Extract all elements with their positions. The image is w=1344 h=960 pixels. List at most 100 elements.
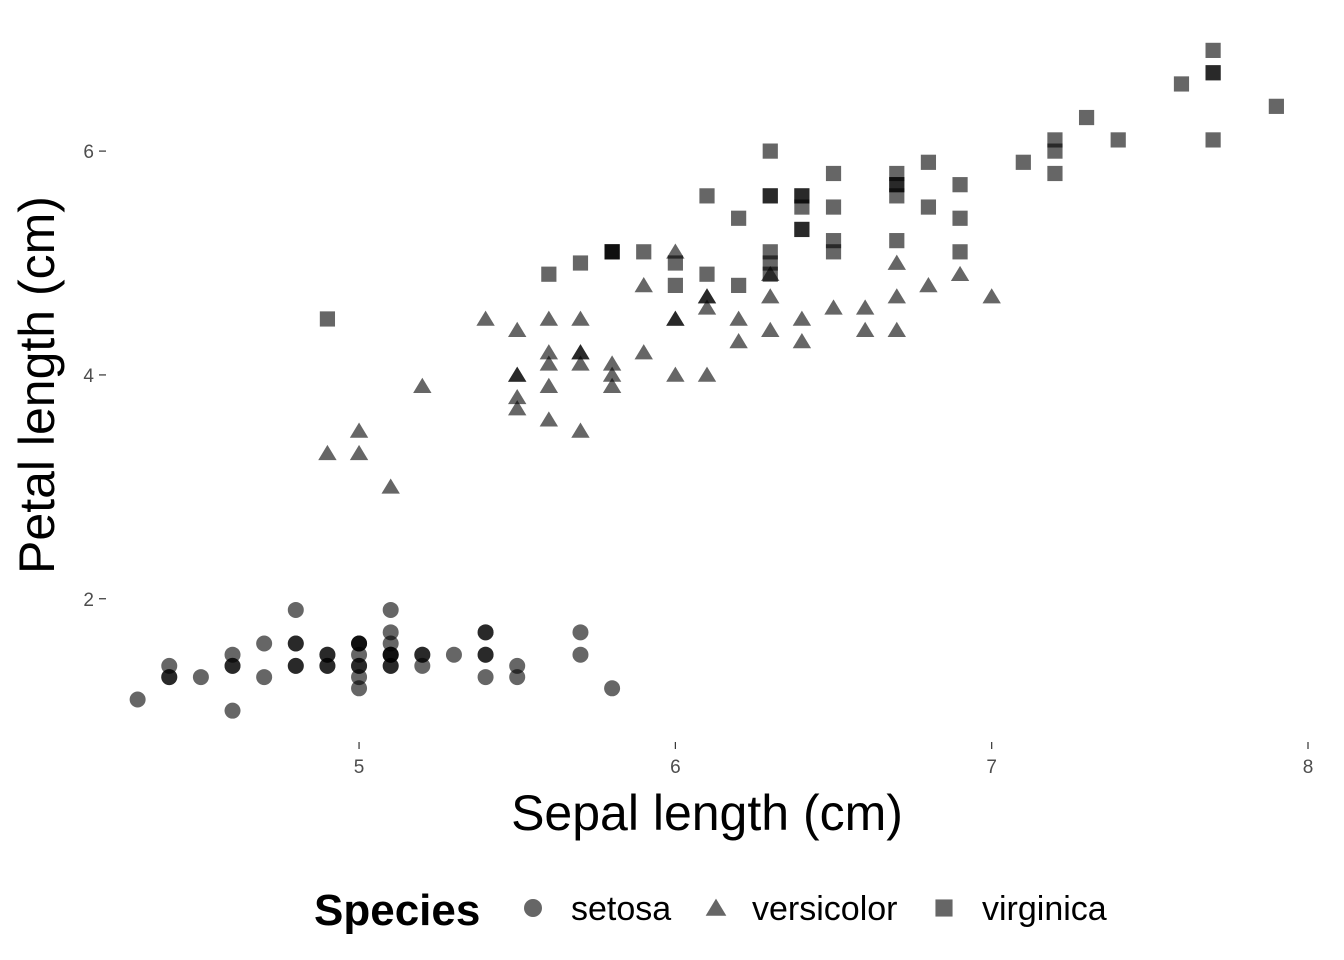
x-tick-label: 5: [354, 757, 365, 778]
point-setosa: [256, 635, 273, 652]
point-virginica: [699, 266, 715, 282]
point-virginica: [1205, 42, 1221, 58]
point-virginica: [604, 244, 620, 260]
legend-label: setosa: [571, 890, 671, 928]
point-virginica: [1205, 65, 1221, 81]
x-tick-label: 8: [1303, 757, 1314, 778]
x-axis: 5 6 7 8: [354, 742, 1314, 778]
point-versicolor: [855, 321, 875, 338]
point-setosa: [351, 680, 368, 697]
x-axis-title: Sepal length (cm): [511, 785, 903, 841]
series-versicolor: [318, 243, 1001, 494]
point-versicolor: [508, 400, 527, 416]
legend-key-square: [935, 899, 953, 917]
point-virginica: [572, 255, 589, 271]
point-versicolor: [761, 321, 780, 338]
point-versicolor: [508, 388, 527, 405]
point-versicolor: [761, 288, 780, 304]
point-virginica: [889, 233, 905, 249]
point-versicolor: [539, 355, 559, 371]
legend-key-circle: [524, 899, 542, 917]
point-setosa: [382, 646, 399, 663]
point-setosa: [445, 646, 462, 663]
point-versicolor: [508, 366, 527, 382]
legend-key-triangle: [705, 898, 727, 916]
point-setosa: [477, 669, 494, 686]
point-virginica: [825, 165, 842, 182]
point-versicolor: [349, 422, 369, 438]
point-virginica: [1110, 132, 1126, 148]
legend-label: virginica: [982, 890, 1107, 928]
point-setosa: [382, 635, 399, 652]
point-virginica: [319, 311, 336, 327]
point-virginica: [762, 255, 778, 271]
point-versicolor: [729, 310, 748, 326]
series-virginica: [319, 42, 1284, 327]
point-versicolor: [381, 478, 400, 494]
point-setosa: [351, 657, 368, 674]
points-layer: [129, 42, 1284, 719]
legend: Species setosa versicolor virginica: [314, 886, 1107, 935]
point-virginica: [667, 277, 683, 293]
point-versicolor: [539, 411, 559, 427]
point-versicolor: [697, 366, 717, 382]
point-setosa: [287, 635, 304, 652]
point-setosa: [351, 669, 368, 686]
point-versicolor: [666, 310, 685, 326]
point-versicolor: [666, 243, 685, 259]
point-virginica: [541, 266, 557, 282]
point-virginica: [952, 244, 968, 260]
point-setosa: [604, 680, 621, 697]
point-virginica: [731, 277, 747, 293]
point-versicolor: [318, 444, 337, 461]
point-virginica: [952, 177, 968, 193]
point-versicolor: [539, 344, 559, 360]
point-virginica: [636, 244, 652, 260]
point-virginica: [825, 233, 842, 249]
point-versicolor: [855, 299, 875, 315]
point-setosa: [351, 646, 368, 663]
point-setosa: [477, 624, 494, 641]
point-virginica: [762, 188, 778, 204]
series-setosa: [129, 601, 621, 719]
point-setosa: [319, 657, 336, 674]
point-virginica: [920, 199, 937, 215]
point-versicolor: [887, 288, 906, 304]
point-versicolor: [349, 444, 369, 461]
point-versicolor: [887, 321, 906, 338]
y-axis: 2 4 6: [83, 142, 106, 611]
point-setosa: [572, 646, 589, 663]
point-setosa: [224, 702, 241, 719]
point-setosa: [287, 657, 304, 674]
legend-title: Species: [314, 886, 480, 935]
point-versicolor: [476, 310, 495, 326]
point-versicolor: [697, 299, 717, 315]
point-versicolor: [666, 366, 685, 382]
point-setosa: [414, 657, 431, 674]
point-versicolor: [413, 377, 432, 393]
point-setosa: [192, 669, 209, 686]
point-setosa: [382, 657, 399, 674]
point-versicolor: [919, 277, 938, 293]
point-setosa: [129, 691, 146, 708]
point-virginica: [699, 188, 715, 204]
y-axis-title: Petal length (cm): [9, 196, 65, 574]
point-versicolor: [697, 288, 717, 304]
point-versicolor: [792, 310, 812, 326]
point-setosa: [509, 669, 526, 686]
point-setosa: [319, 646, 336, 663]
x-tick-label: 6: [670, 757, 681, 778]
point-versicolor: [634, 277, 653, 293]
point-virginica: [1047, 165, 1063, 182]
point-versicolor: [792, 332, 812, 349]
point-setosa: [351, 635, 368, 652]
point-virginica: [1047, 143, 1063, 159]
point-versicolor: [539, 377, 559, 393]
point-virginica: [920, 154, 937, 170]
point-versicolor: [571, 355, 590, 371]
legend-item-setosa: setosa: [524, 890, 671, 928]
point-versicolor: [539, 310, 559, 326]
point-virginica: [825, 199, 842, 215]
point-virginica: [794, 199, 810, 215]
point-versicolor: [729, 332, 748, 349]
